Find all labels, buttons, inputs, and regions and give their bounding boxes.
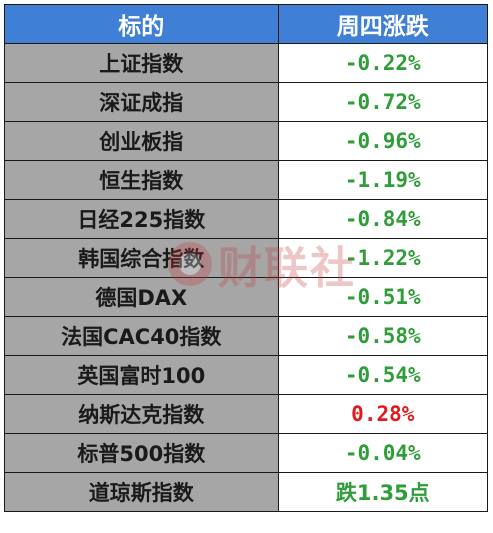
index-name-cell: 英国富时100: [4, 355, 279, 395]
index-change-cell: -0.58%: [277, 316, 489, 356]
index-name-cell: 韩国综合指数: [4, 238, 279, 278]
table-row: 恒生指数 -1.19%: [4, 160, 489, 200]
index-change-cell: 0.28%: [277, 394, 489, 434]
index-change-cell: -1.22%: [277, 238, 489, 278]
index-name-cell: 标普500指数: [4, 433, 279, 473]
index-change-cell: -1.19%: [277, 160, 489, 200]
table-row: 道琼斯指数 跌1.35点: [4, 472, 489, 512]
index-change-cell: -0.84%: [277, 199, 489, 239]
index-name-cell: 法国CAC40指数: [4, 316, 279, 356]
index-change-cell: -0.72%: [277, 82, 489, 122]
index-name-cell: 上证指数: [4, 43, 279, 83]
table-row: 日经225指数 -0.84%: [4, 199, 489, 239]
table-row: 纳斯达克指数 0.28%: [4, 394, 489, 434]
index-change-cell: -0.51%: [277, 277, 489, 317]
index-change-cell: -0.22%: [277, 43, 489, 83]
table-row: 英国富时100 -0.54%: [4, 355, 489, 395]
index-name-cell: 创业板指: [4, 121, 279, 161]
market-change-table: 标的 周四涨跌 上证指数 -0.22% 深证成指 -0.72% 创业板指 -0.…: [4, 4, 489, 512]
index-change-cell: -0.54%: [277, 355, 489, 395]
table-row: 法国CAC40指数 -0.58%: [4, 316, 489, 356]
index-change-cell: -0.04%: [277, 433, 489, 473]
index-name-cell: 德国DAX: [4, 277, 279, 317]
header-name-cell: 标的: [4, 4, 279, 44]
index-name-cell: 道琼斯指数: [4, 472, 279, 512]
index-name-cell: 日经225指数: [4, 199, 279, 239]
index-name-cell: 恒生指数: [4, 160, 279, 200]
table-row: 创业板指 -0.96%: [4, 121, 489, 161]
index-name-cell: 纳斯达克指数: [4, 394, 279, 434]
header-change-cell: 周四涨跌: [277, 4, 489, 44]
table-row: 德国DAX -0.51%: [4, 277, 489, 317]
table-row: 深证成指 -0.72%: [4, 82, 489, 122]
index-change-cell: 跌1.35点: [277, 472, 489, 512]
table-row: 韩国综合指数 -1.22%: [4, 238, 489, 278]
table-header-row: 标的 周四涨跌: [4, 4, 489, 44]
table-row: 标普500指数 -0.04%: [4, 433, 489, 473]
table-row: 上证指数 -0.22%: [4, 43, 489, 83]
index-change-cell: -0.96%: [277, 121, 489, 161]
index-name-cell: 深证成指: [4, 82, 279, 122]
